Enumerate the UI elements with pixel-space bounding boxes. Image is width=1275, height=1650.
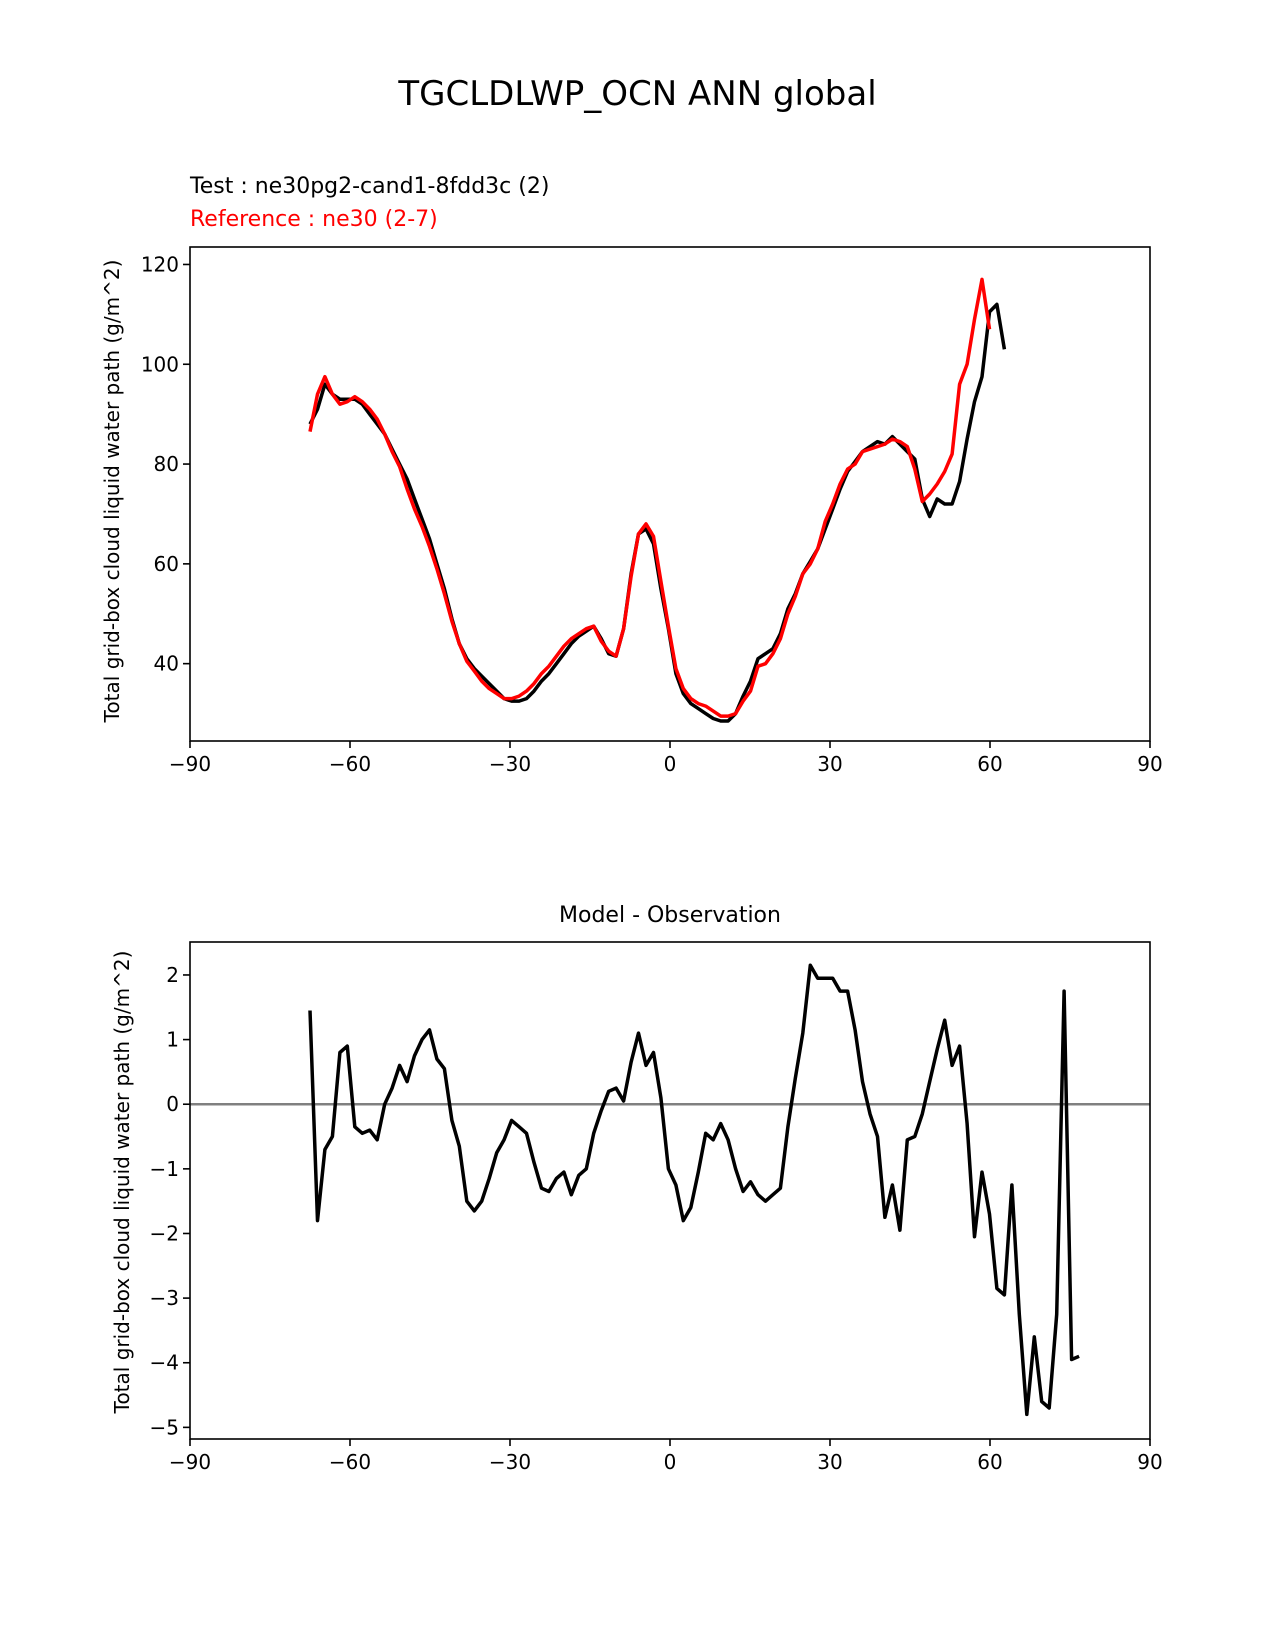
top-axes-frame <box>189 246 1151 742</box>
bottom-series-test-line <box>308 963 1080 1417</box>
top-x-tick-label: −30 <box>489 752 531 776</box>
top-series-reference-line <box>308 277 992 718</box>
legend-test-label: Test : ne30pg2-cand1-8fdd3c (2) <box>190 174 550 199</box>
top-series-test-line <box>308 302 1007 723</box>
bottom-y-tick-label: −2 <box>150 1221 179 1245</box>
top-x-tick-label: −90 <box>169 752 211 776</box>
bottom-x-tick-label: 0 <box>664 1450 677 1474</box>
bottom-axes-frame <box>189 941 1151 1440</box>
bottom-y-tick-label: −5 <box>150 1415 179 1439</box>
top-y-tick-label: 120 <box>141 252 179 276</box>
top-chart: −90 −60 −30 0 30 60 90 40 60 80 100 120 <box>141 246 1163 776</box>
bottom-y-tick-label: −4 <box>150 1351 179 1375</box>
top-y-tick-label: 100 <box>141 352 179 376</box>
top-x-tick-label: 90 <box>1137 752 1162 776</box>
bottom-y-tick-label: 1 <box>166 1028 179 1052</box>
top-x-tick-label: 60 <box>977 752 1002 776</box>
bottom-y-tick-label: 2 <box>166 963 179 987</box>
bottom-chart-title: Model - Observation <box>559 903 781 928</box>
page-title: TGCLDLWP_OCN ANN global <box>398 74 877 114</box>
legend-reference-label: Reference : ne30 (2-7) <box>190 207 438 232</box>
top-y-tick-label: 40 <box>154 652 179 676</box>
top-x-tick-label: 30 <box>817 752 842 776</box>
bottom-x-tick-label: −60 <box>329 1450 371 1474</box>
top-x-tick-label: −60 <box>329 752 371 776</box>
bottom-chart: −90 −60 −30 0 30 60 90 −5 −4 −3 −2 −1 0 1 2 <box>150 941 1163 1474</box>
bottom-y-tick-label: 0 <box>166 1092 179 1116</box>
bottom-x-tick-label: −30 <box>489 1450 531 1474</box>
bottom-y-tick-label: −3 <box>150 1286 179 1310</box>
top-y-tick-label: 60 <box>154 552 179 576</box>
bottom-x-tick-label: 60 <box>977 1450 1002 1474</box>
bottom-y-tick-label: −1 <box>150 1157 179 1181</box>
top-y-tick-label: 80 <box>154 452 179 476</box>
bottom-x-tick-label: 90 <box>1137 1450 1162 1474</box>
top-x-tick-label: 0 <box>664 752 677 776</box>
bottom-x-tick-label: −90 <box>169 1450 211 1474</box>
bottom-x-tick-label: 30 <box>817 1450 842 1474</box>
